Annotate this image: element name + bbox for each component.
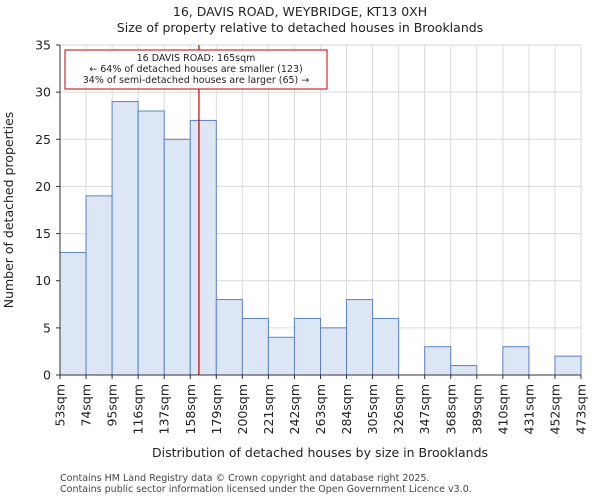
- y-tick-label: 30: [35, 85, 51, 100]
- annotation-box: [64, 49, 328, 90]
- y-tick-label: 10: [35, 273, 51, 288]
- x-tick-label: 74sqm: [79, 384, 94, 427]
- bar-452sqm: [554, 355, 582, 376]
- bar-347sqm: [424, 346, 452, 376]
- x-tick-label: 326sqm: [391, 384, 406, 434]
- bar-158sqm: [189, 119, 217, 376]
- bar-242sqm: [293, 317, 322, 376]
- bar-116sqm: [137, 110, 165, 376]
- bar-221sqm: [267, 336, 295, 376]
- bars-layer: [59, 101, 582, 376]
- x-tick-label: 137sqm: [157, 384, 172, 434]
- x-tick-label: 305sqm: [365, 384, 380, 434]
- x-tick-label: 221sqm: [261, 384, 276, 434]
- x-tick-label: 410sqm: [495, 384, 510, 434]
- bar-179sqm: [215, 299, 243, 376]
- x-tick-label: 452sqm: [547, 384, 562, 434]
- y-tick-label: 5: [43, 320, 51, 335]
- bar-263sqm: [320, 327, 348, 376]
- x-tick-label: 200sqm: [235, 384, 250, 434]
- y-axis-label: Number of detached properties: [1, 112, 16, 309]
- footer-line2: Contains public sector information licen…: [60, 484, 472, 495]
- marker-layer: 16 DAVIS ROAD: 165sqm← 64% of detached h…: [64, 45, 328, 375]
- y-tick-label: 0: [43, 368, 51, 383]
- annotation-line2: ← 64% of detached houses are smaller (12…: [89, 64, 302, 75]
- x-tick-label: 242sqm: [287, 384, 302, 434]
- x-tick-label: 389sqm: [469, 384, 484, 434]
- x-axis-label: Distribution of detached houses by size …: [152, 445, 488, 460]
- footer-line1: Contains HM Land Registry data © Crown c…: [60, 473, 430, 484]
- y-tick-label: 20: [35, 179, 51, 194]
- bar-74sqm: [85, 195, 113, 376]
- bar-53sqm: [59, 251, 87, 376]
- x-tick-label: 347sqm: [417, 384, 432, 434]
- x-tick-label: 284sqm: [339, 384, 354, 434]
- bar-200sqm: [241, 317, 269, 376]
- x-tick-label: 263sqm: [313, 384, 328, 434]
- x-tick-label: 368sqm: [443, 384, 458, 434]
- bar-284sqm: [346, 299, 374, 376]
- bar-305sqm: [372, 317, 400, 376]
- bar-368sqm: [450, 365, 478, 376]
- axes-layer: [56, 44, 582, 379]
- bar-137sqm: [163, 138, 191, 376]
- x-tick-label: 179sqm: [209, 384, 224, 434]
- x-tick-label: 116sqm: [131, 384, 146, 434]
- x-tick-label: 431sqm: [521, 384, 536, 434]
- x-tick-label: 53sqm: [53, 384, 68, 427]
- annotation-line3: 34% of semi-detached houses are larger (…: [83, 75, 310, 86]
- chart-title-line2: Size of property relative to detached ho…: [117, 20, 483, 35]
- y-tick-label: 15: [35, 226, 51, 241]
- y-tick-label: 35: [35, 38, 51, 53]
- x-tick-label: 158sqm: [183, 384, 198, 434]
- annotation-line1: 16 DAVIS ROAD: 165sqm: [137, 53, 256, 64]
- y-tick-labels: 0 5 10 15 20 25 30 35: [35, 38, 51, 383]
- bar-410sqm: [502, 346, 530, 376]
- bar-95sqm: [111, 101, 139, 376]
- x-tick-labels: 53sqm 74sqm 95sqm 116sqm 137sqm 158sqm 179sqm 2…: [53, 384, 589, 434]
- x-tick-label: 95sqm: [105, 384, 120, 427]
- y-tick-label: 25: [35, 132, 51, 147]
- x-tick-label: 473sqm: [574, 384, 589, 434]
- chart-title-line1: 16, DAVIS ROAD, WEYBRIDGE, KT13 0XH: [173, 4, 427, 19]
